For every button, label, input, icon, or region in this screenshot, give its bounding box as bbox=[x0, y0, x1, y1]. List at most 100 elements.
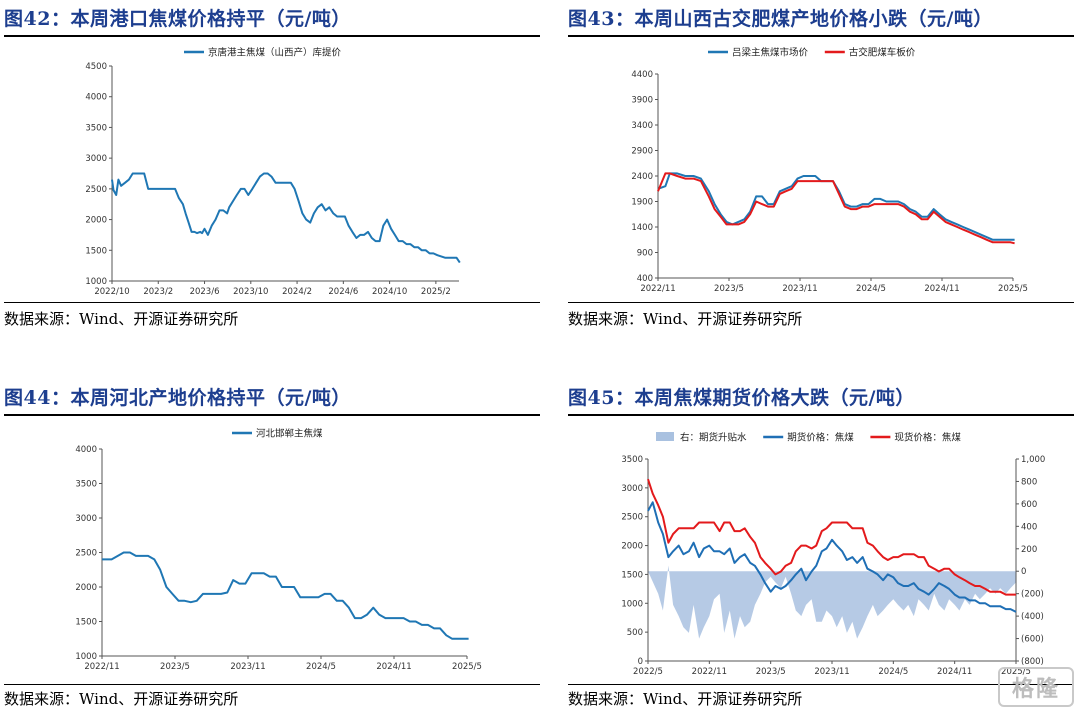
x-tick-label: 2022/11 bbox=[640, 284, 675, 294]
y2-tick-label: (800) bbox=[1021, 657, 1044, 667]
source-note: 数据来源：Wind、开源证券研究所 bbox=[4, 310, 239, 328]
y-tick-label: 2000 bbox=[621, 542, 643, 552]
x-tick-label: 2022/5 bbox=[633, 667, 663, 677]
chart-title: 图42：本周港口焦煤价格持平（元/吨） bbox=[4, 8, 351, 30]
y-tick-label: 1900 bbox=[631, 198, 653, 208]
legend-swatch bbox=[656, 432, 674, 441]
y2-tick-label: 400 bbox=[1021, 522, 1037, 532]
y-tick-label: 2500 bbox=[75, 549, 97, 559]
x-tick-label: 2024/5 bbox=[856, 284, 886, 294]
y-tick-label: 500 bbox=[627, 628, 643, 638]
y2-tick-label: 200 bbox=[1021, 545, 1037, 555]
chart-panel-43: 图43：本周山西古交肥煤产地价格小跌（元/吨） 400 900 1400 1900 24… bbox=[568, 0, 1074, 340]
y-tick-label: 900 bbox=[637, 249, 653, 259]
title-rule bbox=[568, 414, 1074, 416]
y2-tick-label: 0 bbox=[1021, 567, 1026, 577]
legend-label: 右：期货升贴水 bbox=[680, 432, 747, 444]
x-tick-label: 2022/11 bbox=[692, 667, 727, 677]
x-tick-label: 2023/11 bbox=[782, 284, 817, 294]
y-tick-label: 0 bbox=[638, 657, 643, 667]
source-rule bbox=[568, 302, 1074, 303]
x-tick-label: 2024/5 bbox=[306, 662, 336, 672]
x-tick-label: 2023/6 bbox=[190, 287, 220, 297]
y-tick-label: 4000 bbox=[85, 93, 107, 103]
y-tick-label: 2900 bbox=[631, 147, 653, 157]
legend-label: 吕梁主焦煤市场价 bbox=[732, 47, 809, 59]
x-tick-label: 2025/2 bbox=[421, 287, 451, 297]
y-tick-label: 3400 bbox=[631, 121, 653, 131]
x-tick-label: 2024/5 bbox=[878, 667, 908, 677]
legend-label: 京唐港主焦煤（山西产）库提价 bbox=[208, 47, 342, 59]
chart-title: 图44：本周河北产地价格持平（元/吨） bbox=[4, 387, 351, 409]
source-note: 数据来源：Wind、开源证券研究所 bbox=[4, 690, 239, 708]
y-tick-label: 1400 bbox=[631, 223, 653, 233]
x-tick-label: 2023/2 bbox=[143, 287, 173, 297]
y-tick-label: 3900 bbox=[631, 96, 653, 106]
x-tick-label: 2025/5 bbox=[1001, 667, 1031, 677]
x-tick-label: 2024/11 bbox=[376, 662, 411, 672]
source-rule bbox=[4, 302, 540, 303]
y-tick-label: 4000 bbox=[75, 445, 97, 455]
y-tick-label: 1000 bbox=[621, 599, 643, 609]
y-tick-label: 3000 bbox=[621, 484, 643, 494]
y-tick-label: 1500 bbox=[75, 618, 97, 628]
y-tick-label: 400 bbox=[637, 274, 653, 284]
x-tick-label: 2025/5 bbox=[998, 284, 1028, 294]
y2-tick-label: 1,000 bbox=[1021, 455, 1045, 465]
y-tick-label: 2400 bbox=[631, 172, 653, 182]
x-tick-label: 2023/5 bbox=[756, 667, 786, 677]
chart-svg: 400 900 1400 1900 2400 2900 3400 3900 4400 2022/1… bbox=[631, 47, 1028, 295]
y-tick-label: 1500 bbox=[621, 570, 643, 580]
chart-title: 图45：本周焦煤期货价格大跌（元/吨） bbox=[568, 387, 915, 409]
x-tick-label: 2024/11 bbox=[937, 667, 972, 677]
y-tick-label: 2000 bbox=[85, 216, 107, 226]
x-tick-label: 2024/10 bbox=[372, 287, 407, 297]
title-rule bbox=[4, 414, 540, 416]
line-series bbox=[647, 478, 1016, 596]
y-tick-label: 2000 bbox=[75, 583, 97, 593]
y2-tick-label: (400) bbox=[1021, 612, 1044, 622]
y-tick-label: 2500 bbox=[85, 185, 107, 195]
x-tick-label: 2023/5 bbox=[714, 284, 744, 294]
y-tick-label: 3000 bbox=[85, 154, 107, 164]
y2-tick-label: 600 bbox=[1021, 500, 1037, 510]
y-tick-label: 1000 bbox=[75, 652, 97, 662]
legend-label: 期货价格：焦煤 bbox=[787, 432, 854, 444]
line-series bbox=[111, 172, 461, 264]
chart-panel-44: 图44：本周河北产地价格持平（元/吨） 1000 1500 2000 2500 3000… bbox=[4, 379, 540, 711]
x-tick-label: 2022/11 bbox=[84, 662, 119, 672]
x-tick-label: 2024/11 bbox=[924, 284, 959, 294]
title-rule bbox=[568, 35, 1074, 37]
y2-tick-label: (200) bbox=[1021, 590, 1044, 600]
x-tick-label: 2023/11 bbox=[814, 667, 849, 677]
chart-panel-42: 图42：本周港口焦煤价格持平（元/吨） 1000 1500 2000 2500 3000… bbox=[4, 0, 540, 340]
x-tick-label: 2023/5 bbox=[160, 662, 190, 672]
y-tick-label: 3500 bbox=[75, 480, 97, 490]
y-tick-label: 2500 bbox=[621, 513, 643, 523]
y-tick-label: 4400 bbox=[631, 70, 653, 80]
title-rule bbox=[4, 35, 540, 37]
chart-svg: 0500100015002000250030003500(800)(600)(4… bbox=[621, 432, 1045, 678]
area-series-premium bbox=[648, 565, 1016, 639]
source-note: 数据来源：Wind、开源证券研究所 bbox=[568, 310, 803, 328]
y2-tick-label: (600) bbox=[1021, 635, 1044, 645]
watermark-logo: 格隆 bbox=[998, 667, 1074, 707]
x-tick-label: 2024/6 bbox=[328, 287, 358, 297]
x-tick-label: 2023/11 bbox=[230, 662, 265, 672]
legend-label: 现货价格：焦煤 bbox=[894, 432, 961, 444]
legend-label: 河北邯郸主焦煤 bbox=[256, 428, 323, 440]
y-tick-label: 3000 bbox=[75, 514, 97, 524]
y2-tick-label: 800 bbox=[1021, 477, 1037, 487]
chart-panel-45: 图45：本周焦煤期货价格大跌（元/吨） 0 500 1000 1500 2000 2500… bbox=[568, 379, 1074, 711]
y-tick-label: 3500 bbox=[621, 455, 643, 465]
source-rule bbox=[4, 684, 540, 685]
y-tick-label: 3500 bbox=[85, 123, 107, 133]
x-tick-label: 2024/2 bbox=[282, 287, 312, 297]
line-series bbox=[657, 172, 1015, 241]
chart-svg: 1000 1500 2000 2500 3000 3500 4000 2022/11 2023/… bbox=[75, 428, 482, 673]
x-tick-label: 2022/10 bbox=[94, 287, 129, 297]
source-note: 数据来源：Wind、开源证券研究所 bbox=[568, 690, 803, 708]
legend-label: 古交肥煤车板价 bbox=[849, 47, 916, 59]
y-tick-label: 4500 bbox=[85, 62, 107, 72]
line-series bbox=[647, 501, 1017, 613]
